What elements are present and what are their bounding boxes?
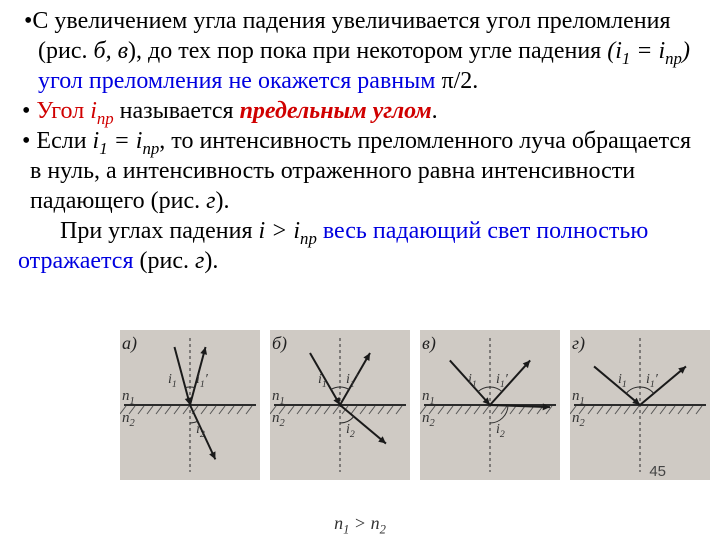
figure-area: а) n1 n2 i1 i1′ i2 б) n1 n2 i1 i1′ i2 в) n1 n2 i1 i1′ i2 г… — [120, 330, 710, 480]
paragraph-3: • Если i1 = iпр, то интенсивность прелом… — [18, 126, 702, 216]
n1-label: n1 — [572, 387, 585, 406]
p2c: называется — [114, 98, 240, 124]
p4f: ). — [204, 248, 218, 274]
n2-label: n2 — [572, 409, 585, 428]
paragraph-4: При углах падения i > iпр весь падающий … — [18, 216, 702, 276]
p4e: г — [195, 248, 204, 274]
figure-panel: б) n1 n2 i1 i1′ i2 — [270, 330, 410, 480]
p4b: i > iпр — [259, 218, 317, 244]
i1prime-label: i1′ — [496, 371, 508, 389]
n2-label: n2 — [122, 409, 135, 428]
p3f: ). — [216, 188, 230, 214]
panel-label: б) — [272, 332, 287, 355]
p2a: Угол — [30, 98, 90, 124]
paragraph-1: •С увеличением угла падения увеличиваетс… — [18, 6, 702, 96]
panel-label: а) — [122, 332, 137, 355]
n1-label: n1 — [422, 387, 435, 406]
p1h: π/2. — [441, 68, 478, 94]
panel-label: в) — [422, 332, 436, 355]
p3b: i1 = iпр — [93, 128, 160, 154]
p4a: При углах падения — [24, 218, 259, 244]
i2-label: i2 — [496, 421, 505, 439]
p3a: Если — [30, 128, 92, 154]
p2e: . — [432, 98, 438, 124]
n2-label: n2 — [272, 409, 285, 428]
p2b: iпр — [90, 98, 113, 124]
figure-panel: г) n1 n2 i1 i1′ — [570, 330, 710, 480]
n1-label: n1 — [122, 387, 135, 406]
i1-label: i1 — [168, 371, 177, 389]
figure-bottom-note: n1 > n2 — [0, 512, 720, 535]
i1prime-label: i1′ — [646, 371, 658, 389]
p3e: г — [206, 188, 215, 214]
paragraph-2: • Угол iпр называется предельным углом. — [18, 96, 702, 126]
n2-label: n2 — [422, 409, 435, 428]
p1c: ), до тех пор пока при некотором угле па… — [128, 38, 607, 64]
i2-label: i2 — [196, 421, 205, 439]
n1-label: n1 — [272, 387, 285, 406]
figure-panel: а) n1 n2 i1 i1′ i2 — [120, 330, 260, 480]
i1-label: i1 — [618, 371, 627, 389]
figure-panel: в) n1 n2 i1 i1′ i2 — [420, 330, 560, 480]
p4d: (рис. — [139, 248, 195, 274]
i2-label: i2 — [346, 421, 355, 439]
p1g: угол преломления не окажется равным — [38, 68, 441, 94]
i1prime-label: i1′ — [346, 371, 358, 389]
p1d: (i1 = iпр) — [607, 38, 690, 64]
panel-label: г) — [572, 332, 585, 355]
i1-label: i1 — [318, 371, 327, 389]
page-number: 45 — [649, 463, 666, 482]
i1-label: i1 — [468, 371, 477, 389]
p1b: б, в — [94, 38, 129, 64]
i1prime-label: i1′ — [196, 371, 208, 389]
p2d: предельным углом — [240, 98, 432, 124]
